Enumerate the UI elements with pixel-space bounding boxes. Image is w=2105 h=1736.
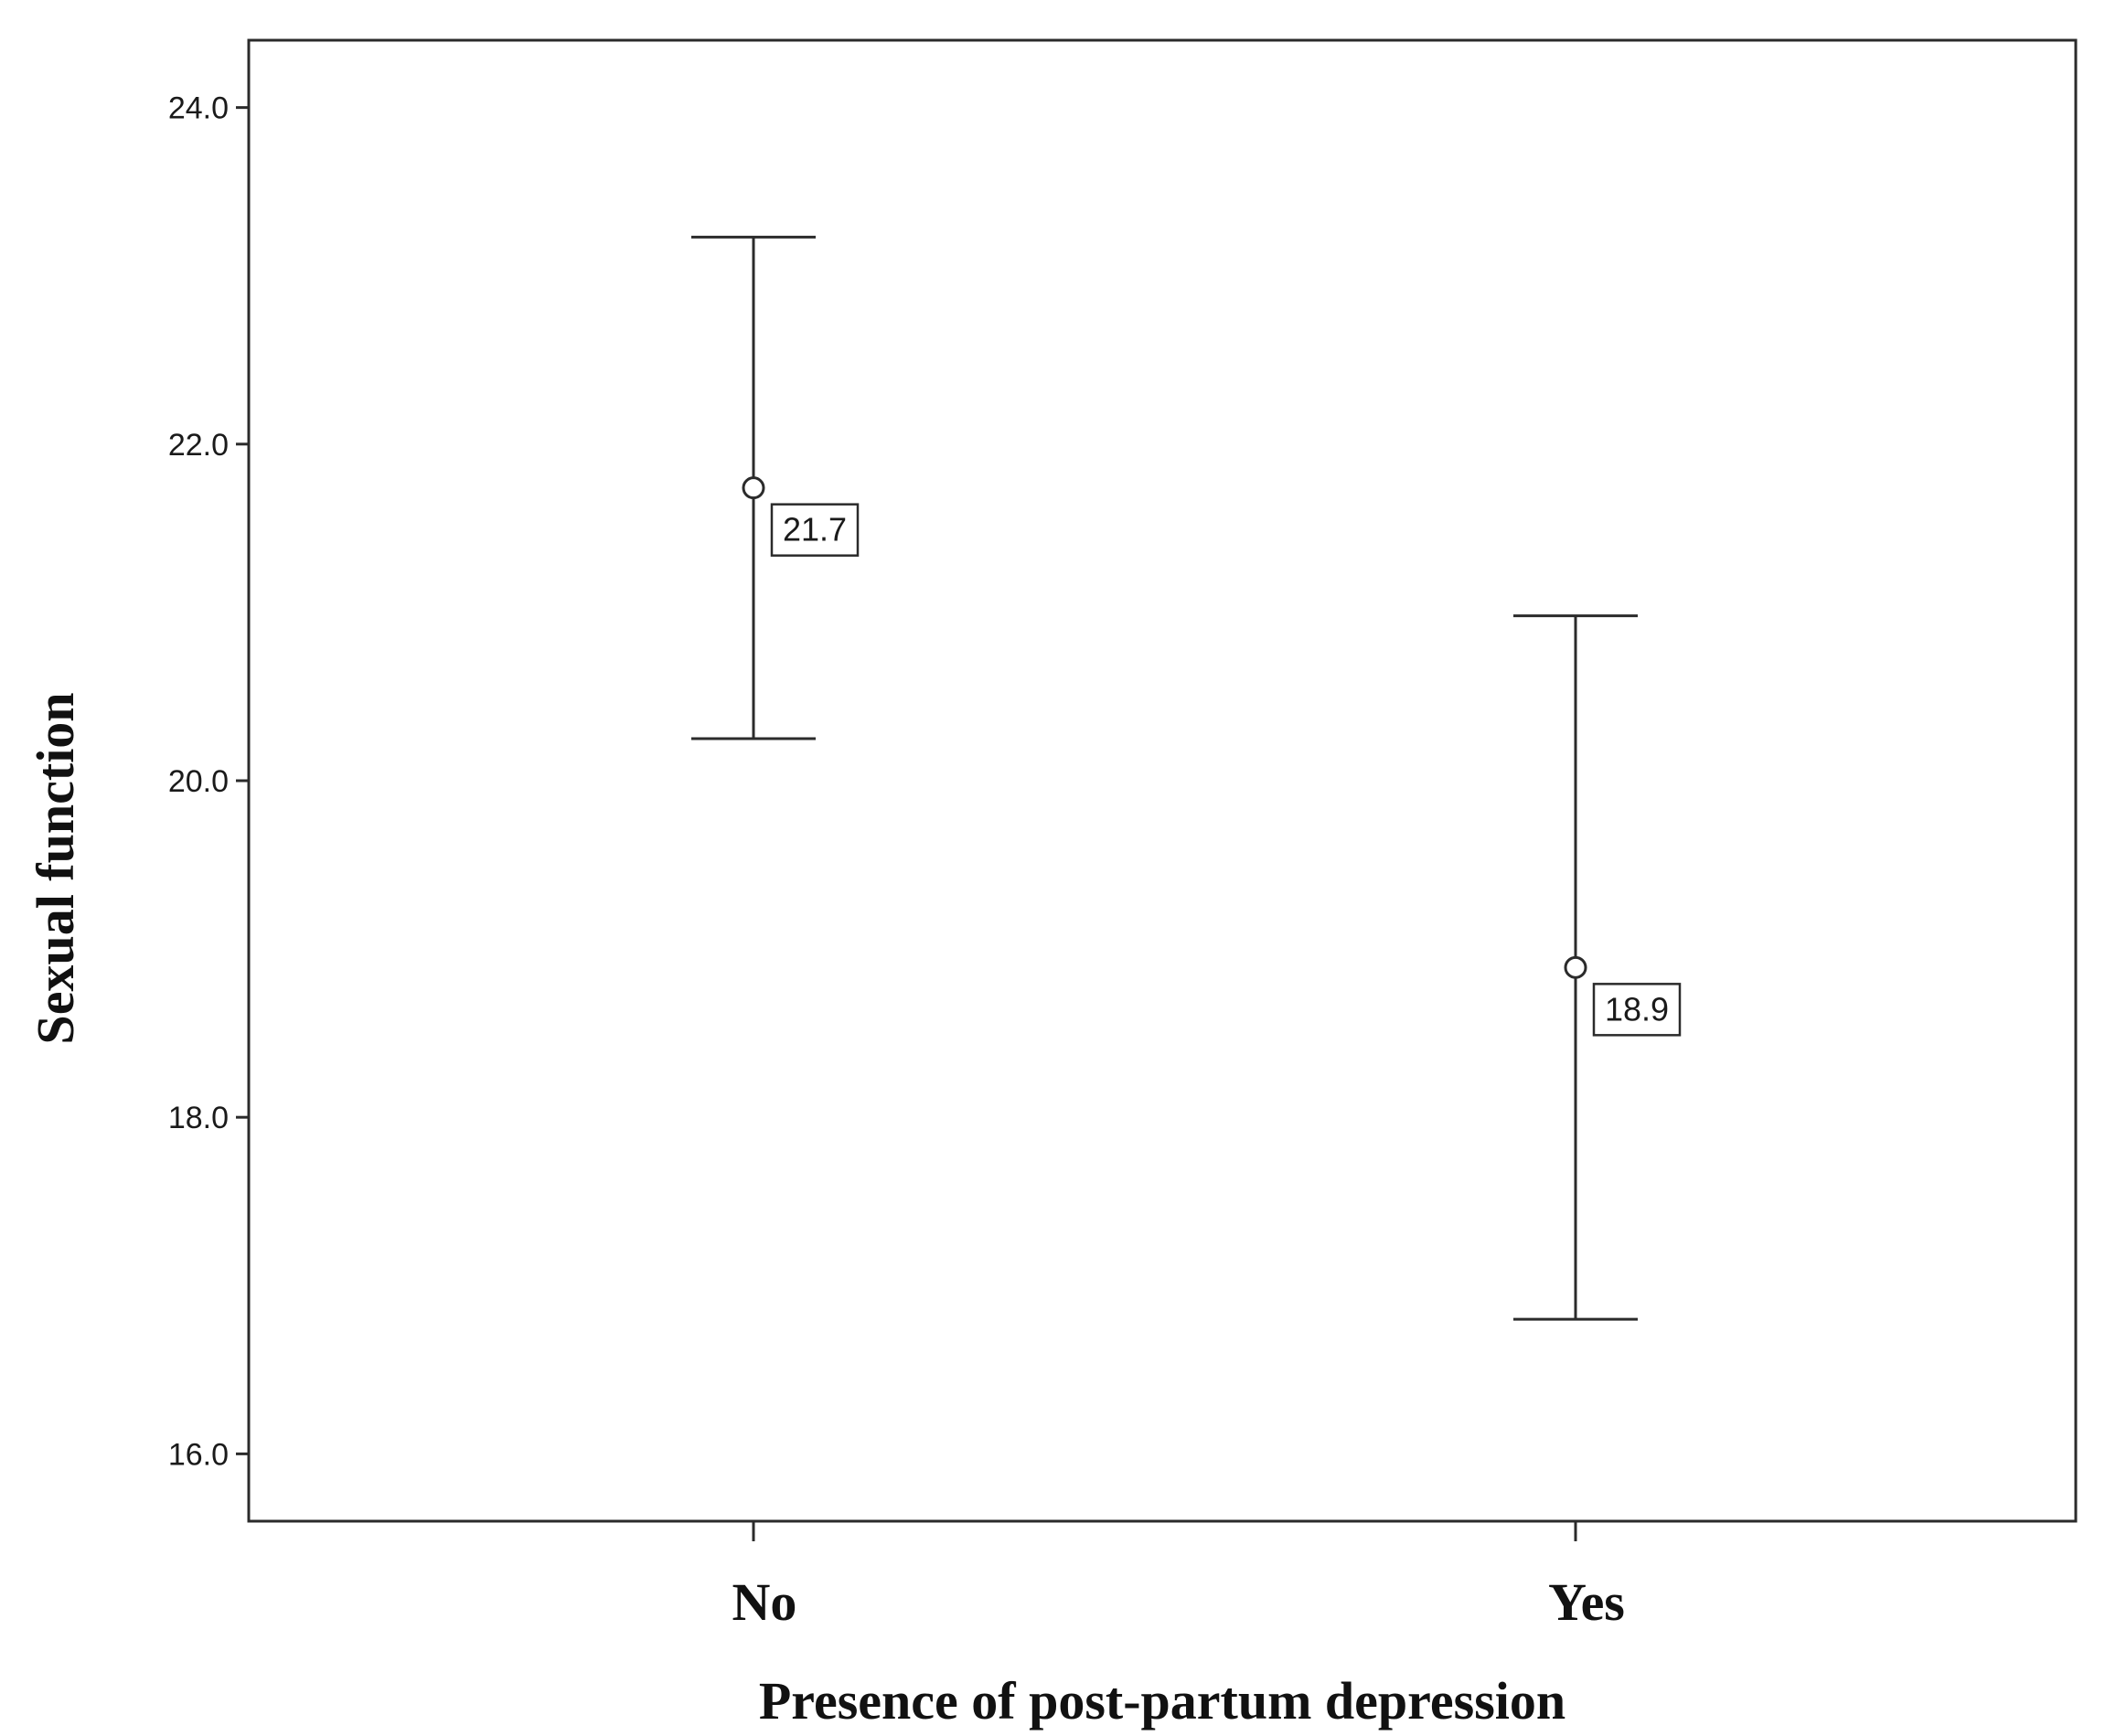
y-tick-label: 18.0 [168, 1101, 229, 1135]
data-label: 18.9 [1605, 990, 1669, 1028]
mean-point [1564, 955, 1587, 979]
mean-point [742, 476, 765, 500]
x-axis-title: Presence of post-partum depression [759, 1671, 1565, 1731]
x-axis: No Yes [732, 1521, 1625, 1632]
y-axis-title: Sexual function [26, 692, 85, 1044]
data-label-box [770, 503, 860, 557]
chart-marks: 21.7 18.9 [691, 235, 1682, 1321]
y-tick-label: 22.0 [168, 428, 229, 463]
y-tick-label: 16.0 [168, 1437, 229, 1472]
x-tick-label: No [732, 1572, 797, 1632]
y-tick-label: 24.0 [168, 91, 229, 126]
plot-frame [247, 38, 2078, 1523]
data-label-box [1592, 983, 1682, 1037]
data-label: 21.7 [783, 511, 847, 548]
y-tick-label: 20.0 [168, 764, 229, 799]
x-tick-label: Yes [1548, 1572, 1625, 1632]
y-axis: 16.0 18.0 20.0 22.0 24.0 [168, 91, 249, 1472]
